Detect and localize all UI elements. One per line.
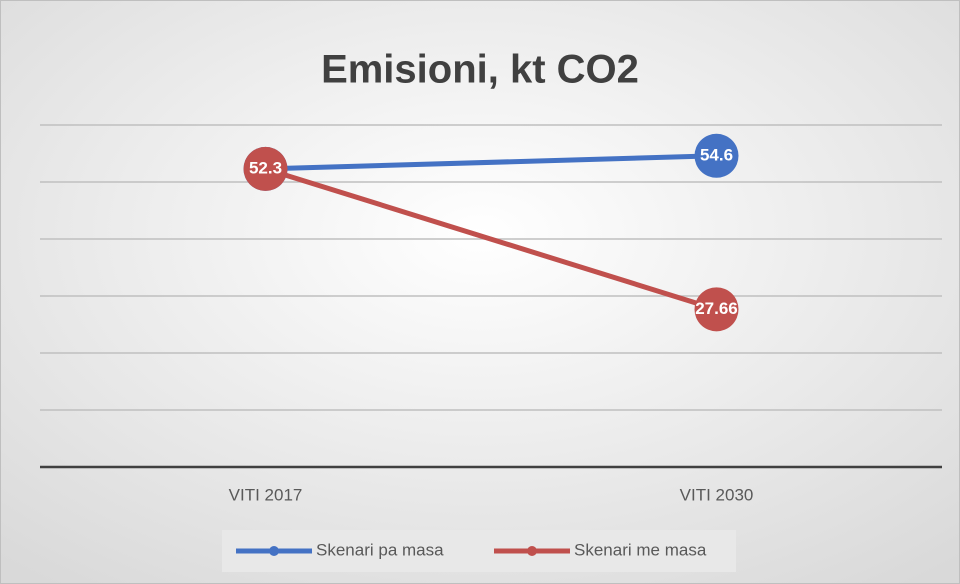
data-label: 54.6 xyxy=(700,145,733,164)
data-point xyxy=(243,146,288,191)
x-tick-label: VITI 2030 xyxy=(680,485,754,504)
legend-marker xyxy=(269,546,279,556)
chart-title: Emisioni, kt CO2 xyxy=(321,48,639,92)
data-point xyxy=(694,287,739,332)
x-tick-label: VITI 2017 xyxy=(229,485,303,504)
series-line xyxy=(265,153,717,172)
legend-label: Skenari me masa xyxy=(574,540,707,559)
legend-label: Skenari pa masa xyxy=(316,540,444,559)
data-label: 52.3 xyxy=(249,158,282,177)
data-label: 27.66 xyxy=(695,299,738,318)
data-point xyxy=(694,133,739,178)
legend-marker xyxy=(527,546,537,556)
series-line xyxy=(264,166,718,312)
